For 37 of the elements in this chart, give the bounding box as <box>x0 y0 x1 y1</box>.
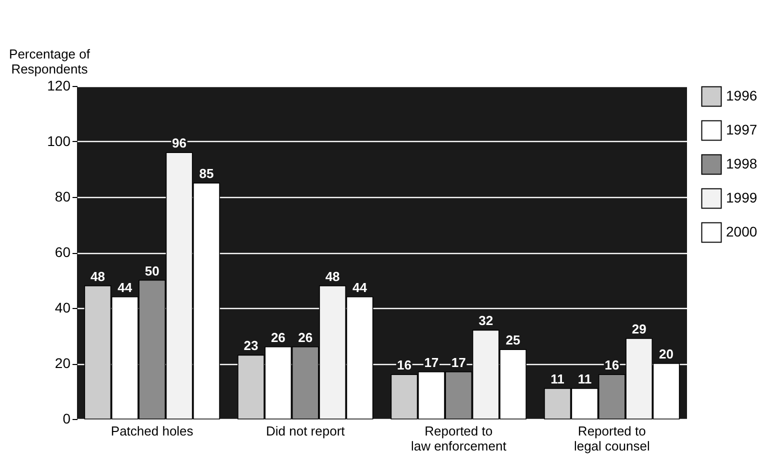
data-label: 26 <box>298 330 313 345</box>
data-label: 44 <box>118 280 133 295</box>
data-label: 23 <box>244 338 258 354</box>
y-tick-label: 0 <box>62 410 71 426</box>
data-label: 48 <box>325 268 340 284</box>
data-label: 16 <box>397 358 412 373</box>
y-axis-title: Percentage of Respondents <box>9 46 90 76</box>
y-tick-label: 120 <box>47 78 71 94</box>
y-tick-label: 20 <box>54 355 71 371</box>
data-label: 32 <box>478 313 494 328</box>
x-tick-label: Patched holes <box>110 424 194 438</box>
legend-label: 2000 <box>726 224 758 240</box>
data-label: 44 <box>352 280 368 295</box>
data-label: 48 <box>90 268 105 284</box>
data-label: 29 <box>632 322 646 337</box>
data-label: 16 <box>604 358 620 373</box>
data-label: 26 <box>270 330 286 345</box>
data-label: 85 <box>199 166 214 182</box>
x-tick-label: Reported to law enforcement <box>410 424 507 454</box>
legend-label: 1997 <box>726 122 758 138</box>
legend-label: 1998 <box>726 156 758 172</box>
x-tick-label: Reported to legal counsel <box>574 424 650 454</box>
y-tick-label: 40 <box>54 300 71 316</box>
legend-label: 1996 <box>726 88 758 104</box>
legend-label: 1999 <box>726 190 758 206</box>
data-label: 17 <box>451 354 466 370</box>
y-tick-label: 80 <box>54 188 71 204</box>
data-label: 17 <box>424 354 439 370</box>
x-tick-label: Did not report <box>266 424 346 438</box>
data-label: 25 <box>506 332 520 348</box>
data-label: 11 <box>550 371 564 386</box>
data-label: 96 <box>172 136 187 151</box>
data-label: 11 <box>578 371 592 386</box>
data-label: 50 <box>144 263 160 278</box>
y-tick-label: 60 <box>54 244 71 260</box>
data-label: 20 <box>659 346 674 362</box>
y-tick-label: 100 <box>47 133 71 149</box>
